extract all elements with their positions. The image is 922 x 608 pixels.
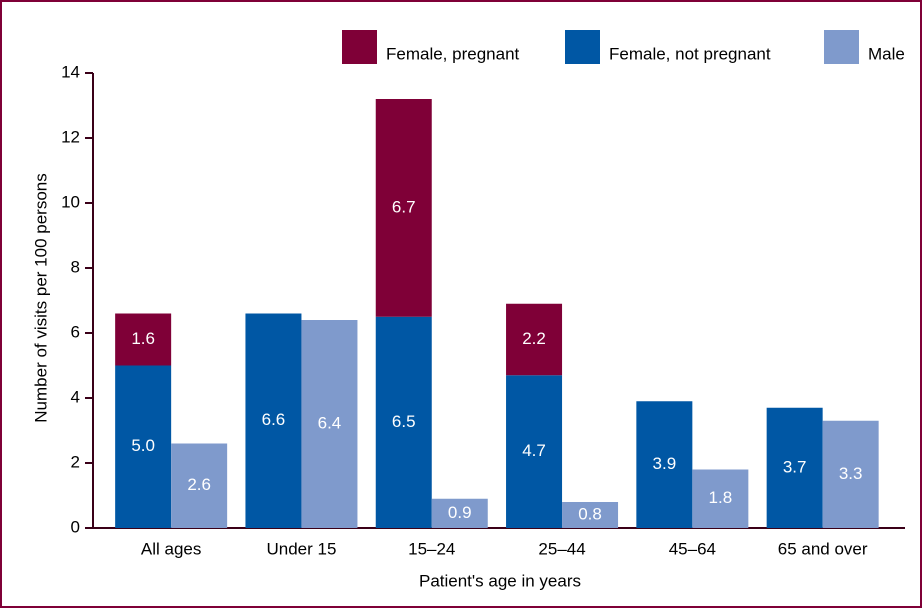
legend-label: Male bbox=[868, 44, 905, 63]
data-label: 0.8 bbox=[578, 504, 602, 523]
bar bbox=[506, 375, 563, 528]
legend-label: Female, pregnant bbox=[386, 44, 520, 63]
x-tick-label: 45–64 bbox=[669, 539, 716, 558]
data-label: 3.9 bbox=[653, 454, 677, 473]
data-label: 2.6 bbox=[187, 475, 211, 494]
data-label: 6.5 bbox=[392, 412, 416, 431]
legend-swatch bbox=[824, 30, 859, 64]
bar bbox=[115, 365, 172, 528]
bar bbox=[506, 303, 563, 376]
legend-swatch bbox=[342, 30, 377, 64]
x-tick-label: Under 15 bbox=[266, 539, 336, 558]
data-label: 3.7 bbox=[783, 457, 807, 476]
y-tick-label: 12 bbox=[61, 127, 80, 146]
bar bbox=[301, 320, 358, 528]
data-label: 6.7 bbox=[392, 197, 416, 216]
y-tick-label: 10 bbox=[61, 192, 80, 211]
y-tick-label: 4 bbox=[71, 387, 80, 406]
data-label: 3.3 bbox=[839, 464, 863, 483]
data-label: 5.0 bbox=[131, 436, 155, 455]
bar bbox=[562, 502, 619, 528]
bar bbox=[431, 498, 488, 528]
data-label: 6.4 bbox=[318, 413, 342, 432]
y-tick-label: 2 bbox=[71, 452, 80, 471]
bar bbox=[636, 401, 693, 528]
data-label: 1.8 bbox=[709, 488, 733, 507]
bar bbox=[115, 313, 172, 366]
x-tick-label: 25–44 bbox=[538, 539, 585, 558]
data-label: 2.2 bbox=[522, 329, 546, 348]
data-label: 4.7 bbox=[522, 441, 546, 460]
data-label: 1.6 bbox=[131, 329, 155, 348]
y-tick-label: 8 bbox=[71, 257, 80, 276]
y-tick-label: 14 bbox=[61, 62, 80, 81]
data-label: 6.6 bbox=[262, 410, 286, 429]
bar bbox=[766, 407, 823, 528]
x-tick-label: All ages bbox=[141, 539, 201, 558]
y-axis-label: Number of visits per 100 persons bbox=[31, 173, 50, 422]
legend-swatch bbox=[565, 30, 600, 64]
x-axis-label: Patient's age in years bbox=[419, 571, 581, 590]
legend-label: Female, not pregnant bbox=[609, 44, 771, 63]
x-tick-label: 15–24 bbox=[408, 539, 455, 558]
bar bbox=[375, 99, 432, 317]
bar bbox=[375, 316, 432, 528]
y-tick-label: 6 bbox=[71, 322, 80, 341]
data-label: 0.9 bbox=[448, 503, 472, 522]
bar bbox=[822, 420, 879, 528]
bar bbox=[171, 443, 228, 528]
bar bbox=[692, 469, 749, 528]
bar bbox=[245, 313, 302, 528]
x-tick-label: 65 and over bbox=[778, 539, 868, 558]
y-tick-label: 0 bbox=[71, 517, 80, 536]
